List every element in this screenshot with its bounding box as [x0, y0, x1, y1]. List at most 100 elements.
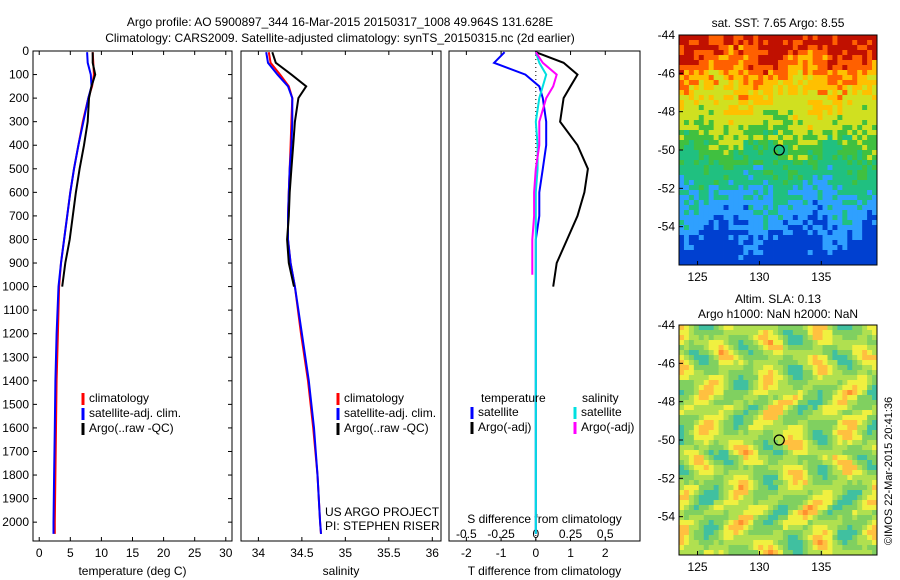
- map-cell: [723, 475, 729, 481]
- map-cell: [857, 385, 863, 391]
- map-cell: [758, 120, 764, 126]
- map-cell: [827, 170, 833, 176]
- map-cell: [857, 520, 863, 526]
- map-cell: [758, 405, 764, 411]
- map-cell: [733, 350, 739, 356]
- map-cell: [758, 350, 764, 356]
- map-cell: [802, 240, 809, 246]
- map-cell: [857, 230, 863, 236]
- map-cell: [723, 260, 729, 266]
- map-cell: [743, 365, 749, 371]
- map-cell: [862, 395, 868, 401]
- map-cell: [679, 445, 685, 451]
- map-cell: [852, 385, 858, 391]
- map-cell: [852, 180, 858, 186]
- map-cell: [862, 105, 868, 111]
- map-cell: [723, 130, 729, 136]
- map-cell: [683, 345, 690, 351]
- map-cell: [797, 365, 804, 371]
- map-cell: [807, 485, 814, 491]
- map-cell: [778, 345, 784, 351]
- map-cell: [698, 370, 705, 376]
- map-cell: [738, 480, 744, 486]
- map-cell: [738, 80, 744, 86]
- map-cell: [679, 185, 685, 191]
- map-cell: [857, 400, 863, 406]
- map-cell: [748, 230, 754, 236]
- map-cell: [718, 370, 724, 376]
- map-cell: [802, 55, 809, 61]
- map-cell: [872, 420, 878, 426]
- map-cell: [763, 45, 769, 51]
- map-cell: [688, 160, 695, 166]
- map-cell: [827, 420, 833, 426]
- map-cell: [743, 415, 749, 421]
- map-cell: [763, 480, 769, 486]
- map-cell: [773, 100, 779, 106]
- map-cell: [787, 545, 794, 551]
- map-cell: [822, 190, 828, 196]
- map-cell: [837, 350, 843, 356]
- map-cell: [688, 450, 695, 456]
- map-cell: [693, 345, 700, 351]
- map-cell: [837, 75, 843, 81]
- map-cell: [857, 105, 863, 111]
- map-cell: [827, 150, 833, 156]
- map-cell: [708, 250, 715, 256]
- map-cell: [753, 240, 759, 246]
- map-cell: [728, 120, 734, 126]
- map-cell: [797, 130, 804, 136]
- map-cell: [792, 400, 799, 406]
- map-cell: [867, 390, 873, 396]
- map-cell: [753, 45, 759, 51]
- map-cell: [693, 535, 700, 541]
- map-cell: [698, 525, 705, 531]
- map-cell: [822, 200, 828, 206]
- map-cell: [753, 185, 759, 191]
- map-cell: [723, 425, 729, 431]
- map-cell: [862, 455, 868, 461]
- map-cell: [768, 195, 774, 201]
- map-cell: [832, 330, 838, 336]
- map-cell: [797, 155, 804, 161]
- map-cell: [872, 490, 878, 496]
- map-cell: [758, 500, 764, 506]
- map-cell: [822, 550, 828, 556]
- map-cell: [703, 110, 710, 116]
- map-cell: [778, 425, 784, 431]
- map-cell: [748, 410, 754, 416]
- map-cell: [763, 515, 769, 521]
- map-cell: [862, 415, 868, 421]
- map-cell: [867, 380, 873, 386]
- map-cell: [698, 355, 705, 361]
- map-cell: [827, 510, 833, 516]
- map-cell: [738, 450, 744, 456]
- map-cell: [728, 425, 734, 431]
- map-cell: [778, 535, 784, 541]
- map-cell: [748, 220, 754, 226]
- map-cell: [837, 40, 843, 46]
- map-cell: [812, 205, 818, 211]
- map-cell: [822, 125, 828, 131]
- map-cell: [847, 465, 853, 471]
- map-cell: [693, 50, 700, 56]
- map-cell: [683, 105, 690, 111]
- y-tick-label: 900: [9, 256, 29, 270]
- map-cell: [807, 445, 814, 451]
- map-cell: [852, 205, 858, 211]
- map-cell: [852, 505, 858, 511]
- map-cell: [703, 220, 710, 226]
- map-cell: [733, 185, 739, 191]
- map-cell: [812, 435, 818, 441]
- map-cell: [733, 410, 739, 416]
- map-cell: [817, 330, 823, 336]
- map-cell: [683, 535, 690, 541]
- map-cell: [857, 70, 863, 76]
- map-cell: [872, 260, 878, 266]
- map-cell: [857, 485, 863, 491]
- map-cell: [778, 225, 784, 231]
- map-cell: [812, 150, 818, 156]
- map-cell: [688, 95, 695, 101]
- map-cell: [847, 550, 853, 556]
- map-cell: [842, 95, 848, 101]
